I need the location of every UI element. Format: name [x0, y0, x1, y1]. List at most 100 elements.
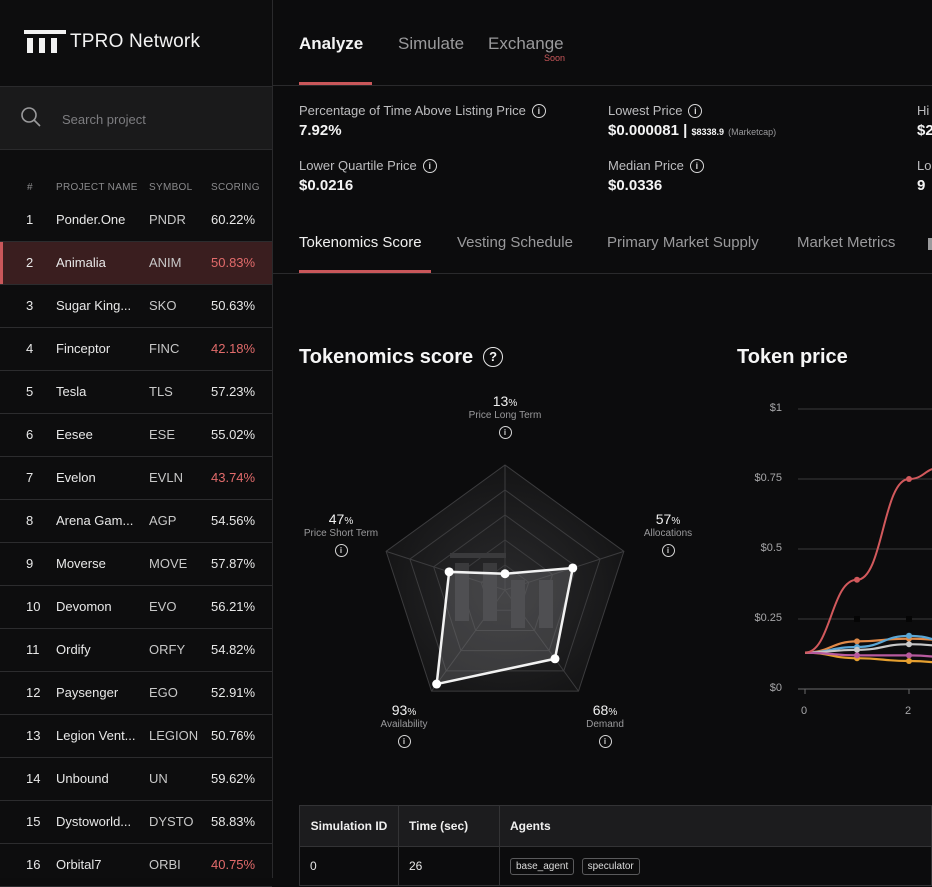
chart-marker	[906, 616, 912, 622]
radar-point-allocations[interactable]	[568, 563, 578, 573]
project-score: 50.76%	[211, 728, 256, 743]
price-point[interactable]	[906, 658, 912, 664]
table-row[interactable]: 15 Dystoworld... DYSTO 58.83%	[0, 801, 272, 844]
table-row[interactable]: 5 Tesla TLS 57.23%	[0, 371, 272, 414]
radar-label-demand: 68% Demand i	[586, 702, 624, 748]
radar-chart	[385, 464, 625, 692]
marketcap-note: (Marketcap)	[728, 127, 777, 137]
radar-point-price-long-term[interactable]	[500, 569, 510, 579]
project-score: 58.83%	[211, 814, 256, 829]
project-score: 54.82%	[211, 642, 256, 657]
search-input[interactable]	[60, 105, 264, 133]
info-icon[interactable]: i	[422, 159, 437, 173]
project-score: 50.83%	[211, 255, 256, 270]
table-row[interactable]: 7 Evelon EVLN 43.74%	[0, 457, 272, 500]
stat-value-pct-above-listing: 7.92%	[299, 122, 342, 139]
price-point[interactable]	[854, 638, 860, 645]
radar-grid-ring	[385, 464, 625, 692]
project-rank: 1	[26, 212, 34, 227]
project-name: Finceptor	[56, 341, 111, 356]
tab-market-metrics[interactable]: Market Metrics	[797, 234, 896, 251]
project-rank: 15	[26, 814, 41, 829]
table-row[interactable]: 13 Legion Vent... LEGION 50.76%	[0, 715, 272, 758]
project-symbol: SKO	[149, 298, 177, 313]
project-score: 55.02%	[211, 427, 256, 442]
nav-exchange[interactable]: Exchange	[488, 34, 564, 53]
table-row[interactable]: 10 Devomon EVO 56.21%	[0, 586, 272, 629]
table-row[interactable]: 0 26 base_agent speculator	[299, 846, 932, 886]
table-row[interactable]: 9 Moverse MOVE 57.87%	[0, 543, 272, 586]
nav-simulate[interactable]: Simulate	[398, 34, 465, 53]
sim-col-time-header: Time (sec)	[398, 805, 500, 847]
help-icon[interactable]: ?	[483, 347, 504, 367]
radar-point-price-short-term[interactable]	[444, 567, 454, 577]
y-tick-label: $0	[769, 682, 782, 694]
price-point[interactable]	[854, 646, 860, 653]
info-icon[interactable]: i	[661, 544, 675, 557]
project-name: Arena Gam...	[56, 513, 134, 528]
tab-primary-market-supply[interactable]: Primary Market Supply	[607, 234, 759, 251]
project-rank: 10	[26, 599, 41, 614]
table-row[interactable]: 6 Eesee ESE 55.02%	[0, 414, 272, 457]
col-symbol-header[interactable]: SYMBOL	[149, 182, 193, 193]
sim-agents-cell: base_agent speculator	[499, 846, 932, 886]
table-row[interactable]: 14 Unbound UN 59.62%	[0, 758, 272, 801]
radar-value-allocations: 57	[655, 511, 672, 527]
price-point[interactable]	[906, 476, 912, 482]
stat-label-pct-above-listing: Percentage of Time Above Listing Price i	[299, 103, 546, 118]
tab-vesting-schedule[interactable]: Vesting Schedule	[457, 234, 573, 251]
project-symbol: EGO	[149, 685, 178, 700]
project-rank: 16	[26, 857, 41, 872]
table-row[interactable]: 12 Paysenger EGO 52.91%	[0, 672, 272, 715]
radar-point-availability[interactable]	[432, 679, 442, 689]
project-name: Eesee	[56, 427, 93, 442]
col-name-header[interactable]: PROJECT NAME	[56, 182, 138, 193]
info-icon[interactable]: i	[688, 104, 703, 118]
project-name: Ordify	[56, 642, 91, 657]
info-icon[interactable]: i	[498, 426, 512, 439]
project-rank: 14	[26, 771, 41, 786]
table-row[interactable]: 16 Orbital7 ORBI 40.75%	[0, 844, 272, 887]
price-point[interactable]	[906, 641, 912, 648]
price-point[interactable]	[906, 632, 912, 639]
tpro-watermark-icon	[450, 553, 553, 628]
info-icon[interactable]: i	[689, 159, 704, 173]
table-row[interactable]: 8 Arena Gam... AGP 54.56%	[0, 500, 272, 543]
brand-logo[interactable]: TPRO Network	[24, 30, 200, 54]
exchange-soon-badge: Soon	[544, 53, 566, 63]
stat-value-lower-quartile: $0.0216	[299, 177, 354, 194]
tab-tokenomics-score[interactable]: Tokenomics Score	[299, 234, 422, 251]
info-icon[interactable]: i	[531, 104, 546, 118]
table-row[interactable]: 11 Ordify ORFY 54.82%	[0, 629, 272, 672]
info-icon[interactable]: i	[598, 735, 612, 748]
chart-marker	[854, 616, 860, 622]
stat-label-lower-quartile: Lower Quartile Price i	[299, 158, 437, 173]
nav-analyze[interactable]: Analyze	[299, 34, 364, 53]
table-row[interactable]: 2 Animalia ANIM 50.83%	[0, 242, 272, 285]
info-icon[interactable]: i	[397, 735, 411, 748]
col-score-header[interactable]: SCORING	[211, 182, 260, 193]
radar-point-demand[interactable]	[550, 654, 560, 664]
projects-table-body: 1 Ponder.One PNDR 60.22% 2 Animalia ANIM 50.83%…	[0, 199, 272, 887]
token-price-chart	[798, 408, 932, 694]
price-point[interactable]	[906, 652, 912, 659]
table-row[interactable]: 4 Finceptor FINC 42.18%	[0, 328, 272, 371]
project-rank: 5	[26, 384, 34, 399]
price-point[interactable]	[854, 576, 860, 583]
radar-grid-ring	[433, 514, 577, 652]
table-row[interactable]: 1 Ponder.One PNDR 60.22%	[0, 199, 272, 242]
price-point[interactable]	[854, 652, 860, 659]
project-name: Ponder.One	[56, 212, 126, 227]
y-tick-label: $0.25	[754, 612, 782, 624]
radar-grid-ring	[409, 489, 601, 672]
project-rank: 8	[26, 513, 34, 528]
info-icon[interactable]: i	[334, 544, 348, 557]
stat-label-median: Median Price i	[608, 158, 704, 173]
project-rank: 13	[26, 728, 41, 743]
stat-label-lo-partial: Lo	[917, 158, 932, 173]
stat-value-lowest-price: $0.000081 | $8338.9 (Marketcap)	[608, 122, 777, 139]
project-score: 57.87%	[211, 556, 256, 571]
search-box[interactable]	[0, 86, 272, 150]
stat-label-lowest-price: Lowest Price i	[608, 103, 703, 118]
table-row[interactable]: 3 Sugar King... SKO 50.63%	[0, 285, 272, 328]
